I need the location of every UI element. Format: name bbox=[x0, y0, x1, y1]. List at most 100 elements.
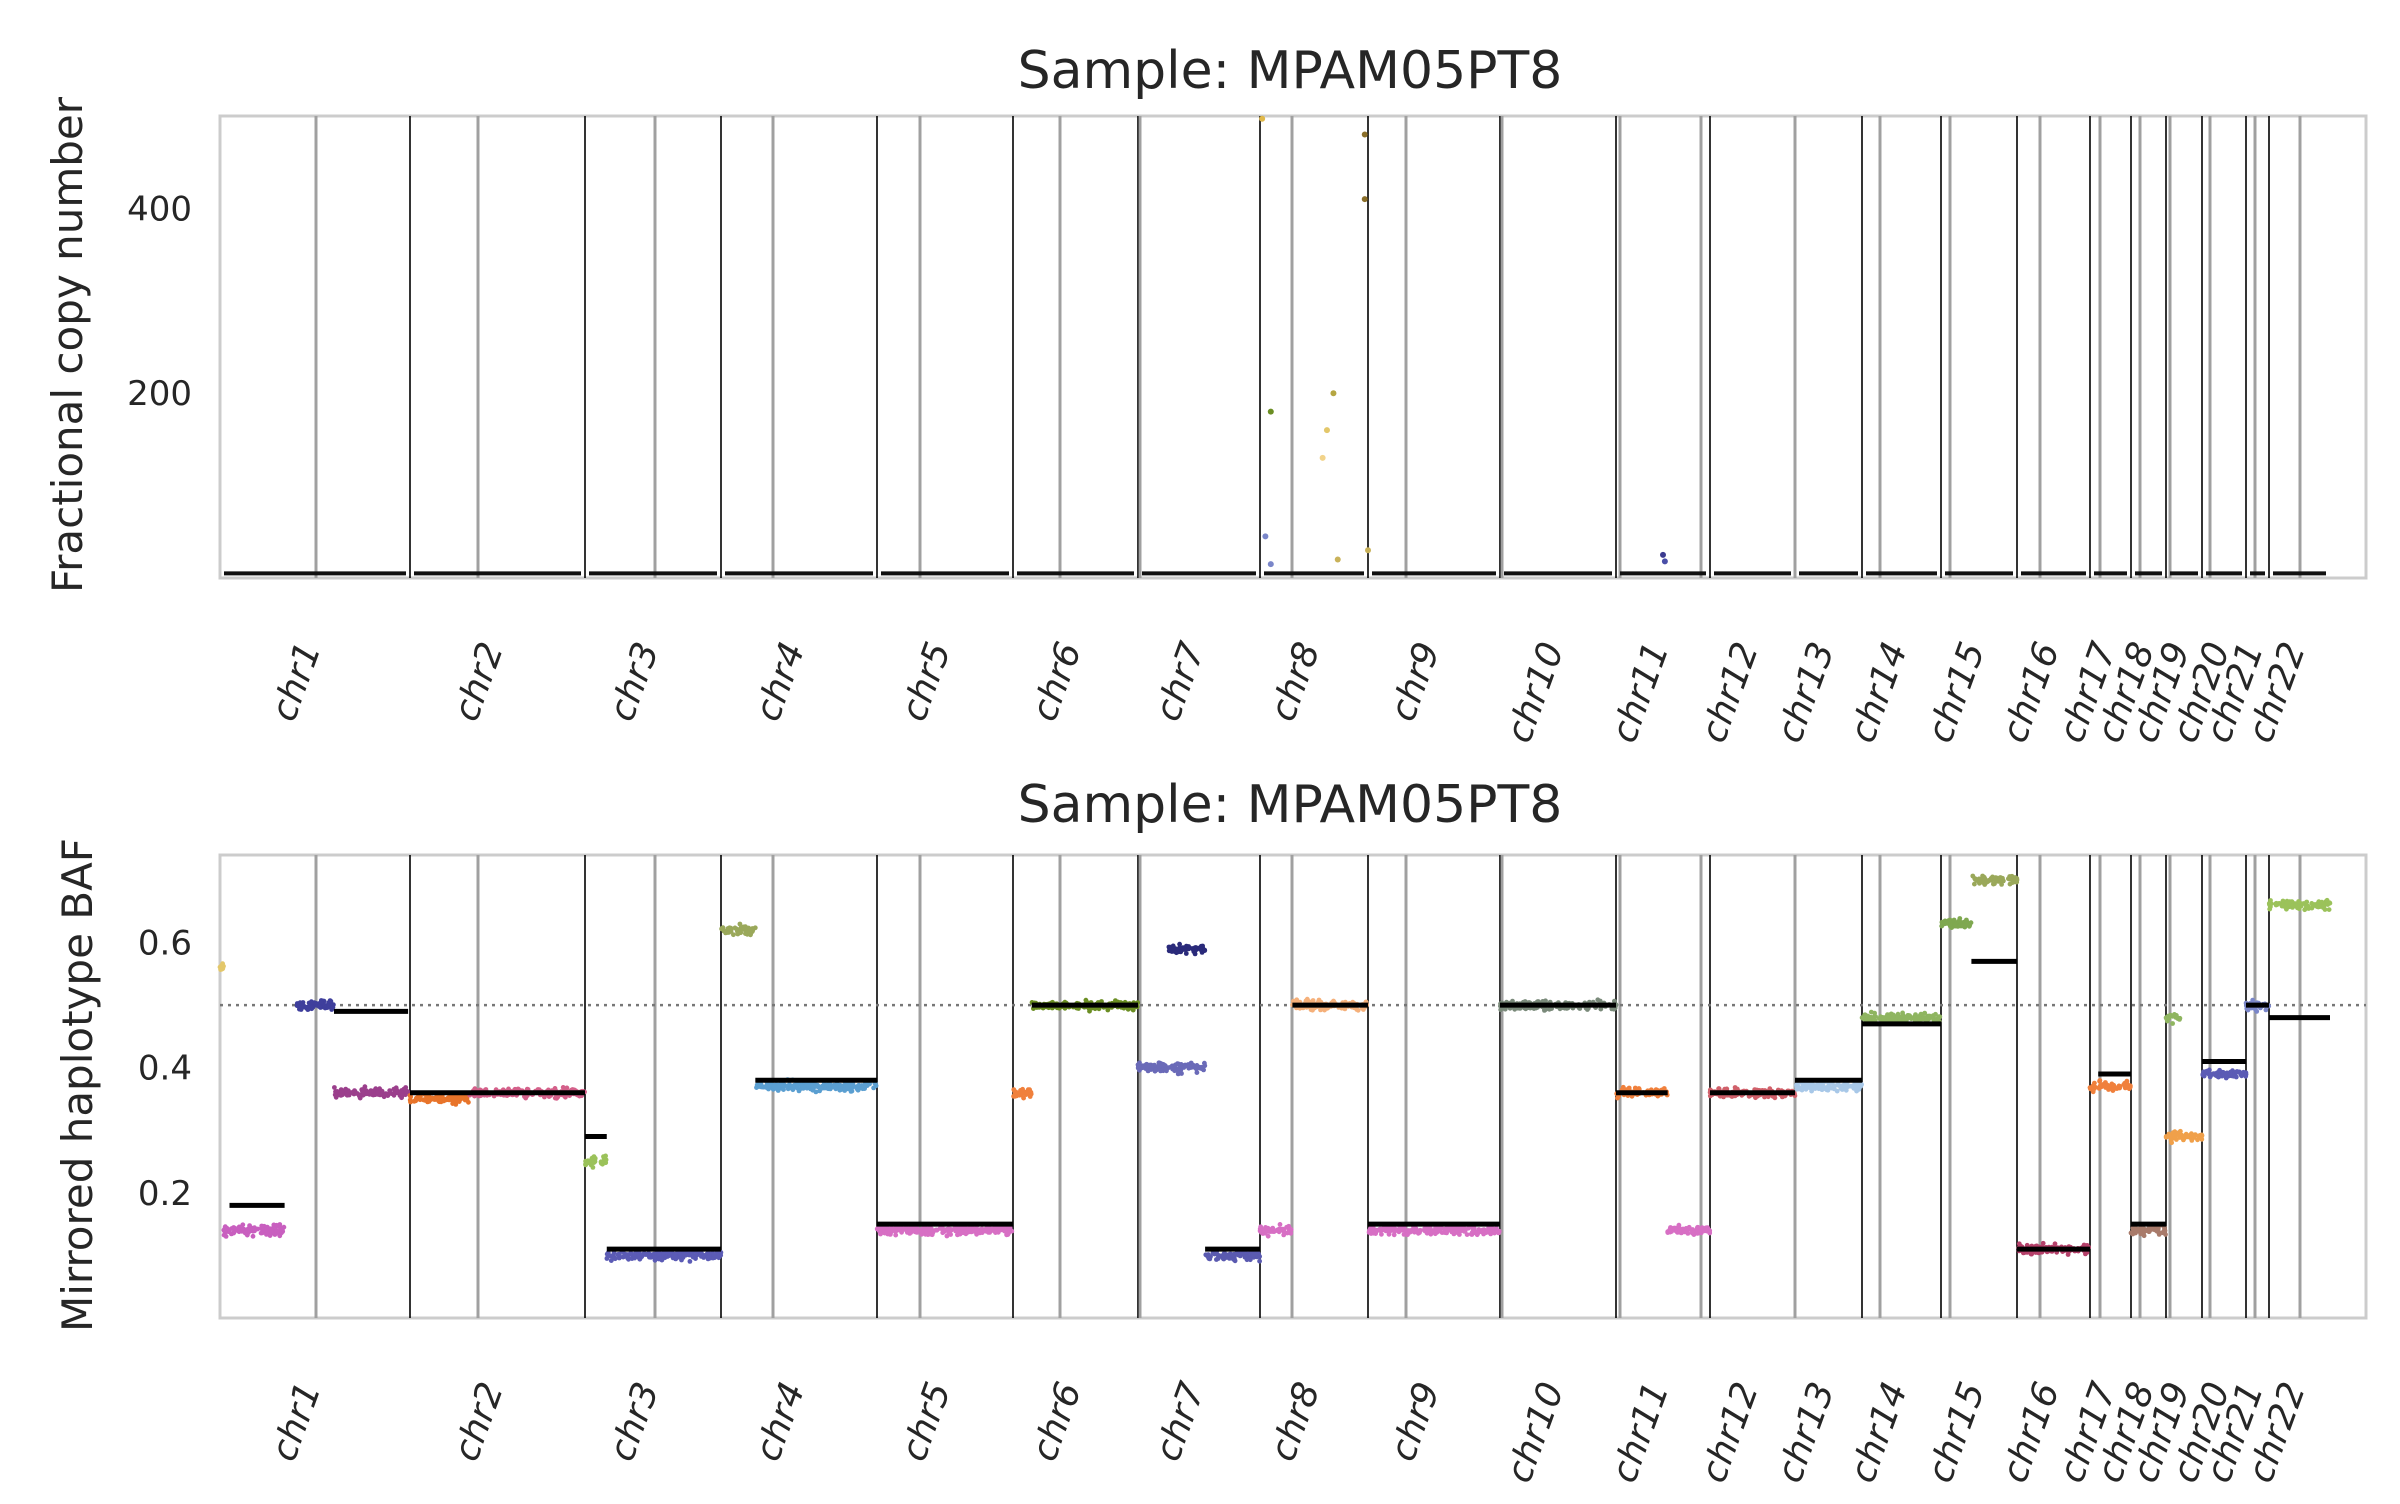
baf-point bbox=[1192, 948, 1198, 954]
baf-point bbox=[764, 1085, 770, 1090]
baf-point bbox=[387, 1088, 393, 1093]
baf-point bbox=[1956, 918, 1962, 924]
baf-point bbox=[1978, 877, 1984, 882]
baf-point bbox=[231, 1225, 237, 1230]
x-tick-label: chr5 bbox=[893, 637, 959, 727]
baf-point bbox=[882, 1230, 888, 1236]
y-tick-label: 0.4 bbox=[138, 1049, 192, 1089]
baf-point bbox=[1373, 1231, 1378, 1236]
baf-point bbox=[1881, 1015, 1887, 1021]
baf-point bbox=[1194, 1070, 1200, 1075]
baf-point bbox=[2296, 904, 2302, 910]
baf-point bbox=[2096, 1085, 2102, 1090]
baf-point bbox=[259, 1223, 265, 1229]
baf-point bbox=[1721, 1094, 1726, 1100]
baf-point bbox=[2207, 1074, 2213, 1080]
baf-point bbox=[2172, 1134, 2178, 1140]
baf-point bbox=[1177, 941, 1182, 947]
baf-point bbox=[2324, 897, 2330, 903]
baf-point bbox=[1972, 881, 1977, 887]
baf-point bbox=[1502, 1006, 1508, 1012]
baf-point bbox=[330, 1004, 336, 1010]
baf-point bbox=[700, 1254, 705, 1259]
baf-point bbox=[1231, 1257, 1237, 1262]
baf-point bbox=[805, 1082, 811, 1087]
baf-point bbox=[1992, 875, 1998, 881]
baf-point bbox=[1399, 1227, 1405, 1233]
baf-point bbox=[1228, 1254, 1233, 1260]
baf-point bbox=[274, 1222, 279, 1228]
baf-point bbox=[747, 927, 753, 932]
baf-point bbox=[1595, 997, 1601, 1003]
baf-point bbox=[1997, 876, 2003, 881]
baf-point bbox=[672, 1254, 678, 1260]
baf-point bbox=[1291, 998, 1296, 1004]
baf-point bbox=[878, 1231, 883, 1237]
baf-point bbox=[1215, 1252, 1221, 1258]
x-tick-label: chr11 bbox=[1604, 637, 1678, 748]
baf-point bbox=[1215, 1256, 1221, 1261]
baf-point bbox=[2177, 1017, 2182, 1022]
copy-number-ylabel: Fractional copy number bbox=[43, 96, 92, 593]
baf-point bbox=[1202, 947, 1208, 953]
baf-point bbox=[360, 1089, 366, 1095]
baf-point bbox=[1668, 1226, 1673, 1232]
baf-point bbox=[795, 1084, 800, 1090]
baf-point bbox=[1922, 1010, 1928, 1016]
baf-point bbox=[838, 1083, 844, 1089]
baf-point bbox=[1391, 1229, 1397, 1234]
baf-point bbox=[1967, 922, 1973, 928]
baf-point bbox=[1474, 1232, 1480, 1238]
baf-point bbox=[1480, 1227, 1486, 1233]
baf-point bbox=[957, 1231, 963, 1237]
baf-point bbox=[408, 1099, 413, 1105]
baf-point bbox=[1027, 1087, 1032, 1093]
baf-point bbox=[893, 1232, 899, 1238]
baf-point bbox=[1235, 1251, 1241, 1256]
baf-point bbox=[1867, 1016, 1872, 1021]
baf-point bbox=[408, 1094, 414, 1100]
baf-point bbox=[837, 1087, 843, 1093]
baf-point bbox=[2204, 1068, 2210, 1074]
baf-point bbox=[720, 925, 726, 931]
baf-point bbox=[1854, 1088, 1859, 1094]
baf-point bbox=[2006, 876, 2012, 882]
baf-point bbox=[2097, 1078, 2103, 1083]
x-tick-label: chr12 bbox=[1693, 1377, 1767, 1488]
baf-point bbox=[2326, 907, 2332, 912]
baf-point bbox=[622, 1252, 628, 1258]
x-tick-label: chr4 bbox=[747, 637, 813, 727]
baf-point bbox=[1992, 881, 1997, 887]
copy-number-point bbox=[1365, 547, 1371, 554]
baf-point bbox=[1845, 1084, 1851, 1089]
baf-point bbox=[2217, 1067, 2223, 1073]
baf-point bbox=[1449, 1229, 1455, 1235]
baf-point bbox=[658, 1255, 664, 1261]
baf-point bbox=[236, 1225, 242, 1231]
baf-point bbox=[979, 1226, 985, 1232]
baf-point bbox=[2156, 1232, 2162, 1237]
baf-point bbox=[1810, 1085, 1816, 1090]
baf-point bbox=[1361, 1007, 1366, 1012]
baf-point bbox=[344, 1092, 350, 1098]
baf-point bbox=[317, 1003, 323, 1009]
baf-point bbox=[306, 1006, 311, 1012]
baf-point bbox=[1167, 946, 1172, 951]
baf-point bbox=[1702, 1228, 1708, 1234]
baf-point bbox=[2163, 1134, 2169, 1139]
baf-point bbox=[1964, 919, 1970, 925]
x-tick-label: chr15 bbox=[1920, 637, 1994, 748]
baf-point bbox=[1188, 1065, 1194, 1070]
baf-point bbox=[349, 1090, 354, 1095]
baf-point bbox=[818, 1086, 823, 1092]
baf-point bbox=[218, 967, 224, 972]
baf-point bbox=[800, 1084, 806, 1090]
baf-point bbox=[1395, 1228, 1401, 1233]
baf-point bbox=[1800, 1084, 1805, 1090]
baf-point bbox=[2012, 879, 2018, 885]
baf-point bbox=[1200, 1066, 1206, 1072]
baf-point bbox=[309, 999, 314, 1005]
baf-point bbox=[646, 1253, 652, 1258]
